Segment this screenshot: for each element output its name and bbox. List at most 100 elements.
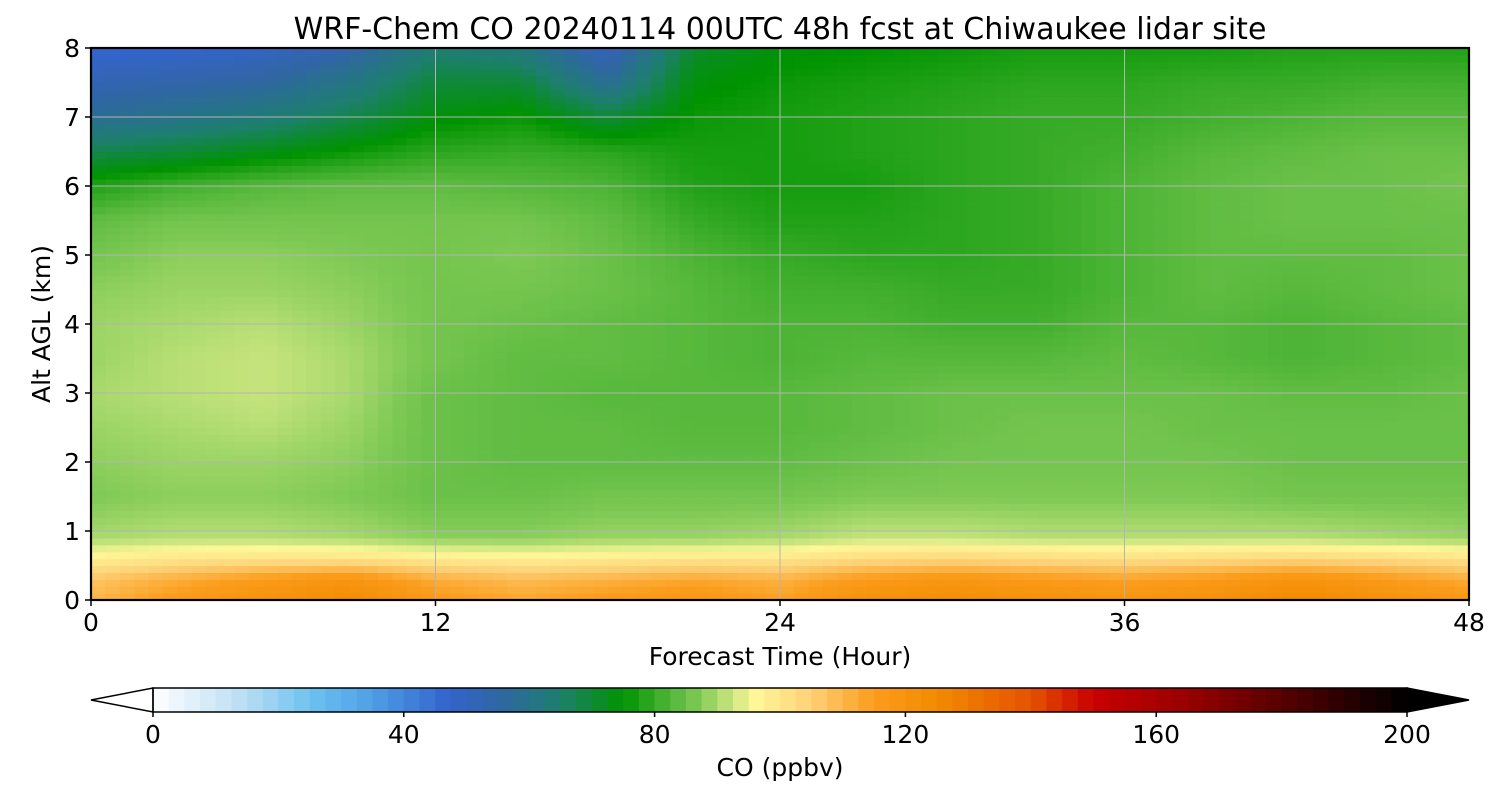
heatmap-cell (191, 413, 207, 422)
heatmap-cell (349, 358, 365, 366)
heatmap-cell (492, 496, 508, 504)
heatmap-cell (392, 558, 408, 567)
heatmap-cell (736, 344, 752, 353)
heatmap-cell (1253, 393, 1269, 401)
heatmap-cell (1382, 579, 1398, 587)
heatmap-cell (205, 586, 221, 594)
heatmap-cell (1167, 289, 1183, 297)
heatmap-cell (1067, 551, 1083, 560)
heatmap-cell (1397, 310, 1413, 318)
heatmap-cell (1425, 441, 1441, 449)
heatmap-cell (1138, 496, 1154, 504)
heatmap-cell (105, 413, 121, 422)
heatmap-cell (1038, 551, 1054, 560)
heatmap-cell (1081, 310, 1097, 318)
heatmap-cell (636, 296, 652, 304)
heatmap-cell (650, 261, 666, 270)
heatmap-cell (765, 372, 781, 380)
heatmap-cell (665, 372, 681, 380)
heatmap-cell (1296, 303, 1312, 311)
heatmap-cell (1095, 489, 1111, 498)
heatmap-cell (1196, 296, 1212, 304)
heatmap-cell (1181, 255, 1197, 263)
heatmap-cell (320, 303, 336, 311)
heatmap-cell (579, 261, 594, 270)
heatmap-cell (1224, 551, 1240, 560)
heatmap-cell (1339, 330, 1355, 339)
heatmap-cell (765, 324, 781, 332)
heatmap-cell (866, 496, 882, 504)
heatmap-cell (478, 303, 494, 311)
heatmap-cell (1124, 565, 1140, 573)
heatmap-cell (521, 579, 537, 587)
heatmap-cell (1339, 317, 1355, 325)
heatmap-cell (665, 482, 681, 491)
heatmap-cell (1138, 241, 1154, 249)
heatmap-cell (722, 248, 738, 256)
heatmap-cell (794, 317, 810, 325)
heatmap-cell (1339, 303, 1355, 311)
heatmap-cell (1397, 268, 1413, 277)
heatmap-cell (148, 399, 164, 408)
heatmap-cell (234, 468, 250, 477)
heatmap-cell (693, 241, 709, 249)
heatmap-cell (1110, 455, 1126, 463)
heatmap-cell (1382, 324, 1398, 332)
heatmap-cell (1009, 531, 1025, 539)
heatmap-cell (665, 365, 681, 373)
heatmap-cell (177, 517, 193, 525)
heatmap-cell (1296, 475, 1312, 484)
heatmap-cell (406, 413, 422, 422)
heatmap-cell (492, 455, 508, 463)
heatmap-cell (119, 482, 135, 491)
heatmap-cell (880, 593, 896, 600)
heatmap-cell (478, 510, 494, 518)
heatmap-cell (521, 337, 537, 346)
heatmap-cell (1354, 572, 1370, 580)
heatmap-cell (1038, 420, 1054, 429)
heatmap-cell (708, 510, 724, 518)
heatmap-cell (966, 303, 982, 311)
heatmap-cell (837, 579, 853, 587)
heatmap-cell (191, 358, 207, 366)
heatmap-cell (593, 448, 609, 456)
heatmap-cell (406, 393, 422, 401)
heatmap-cell (765, 317, 781, 325)
heatmap-cell (579, 503, 594, 511)
heatmap-cell (708, 317, 724, 325)
heatmap-cell (392, 303, 408, 311)
heatmap-cell (349, 303, 365, 311)
heatmap-cell (1210, 468, 1226, 477)
heatmap-cell (1282, 337, 1298, 346)
heatmap-cell (1354, 579, 1370, 587)
heatmap-cell (1067, 565, 1083, 573)
heatmap-cell (1454, 241, 1469, 249)
heatmap-cell (593, 365, 609, 373)
heatmap-cell (91, 310, 106, 318)
heatmap-cell (765, 420, 781, 429)
heatmap-cell (1196, 365, 1212, 373)
heatmap-cell (1124, 434, 1140, 442)
heatmap-cell (593, 586, 609, 594)
heatmap-cell (521, 261, 537, 270)
heatmap-cell (220, 317, 236, 325)
heatmap-cell (349, 351, 365, 360)
heatmap-cell (693, 379, 709, 387)
heatmap-cell (406, 248, 422, 256)
heatmap-cell (1425, 482, 1441, 491)
heatmap-cell (1268, 413, 1283, 422)
heatmap-cell (980, 255, 996, 263)
heatmap-cell (406, 551, 422, 560)
heatmap-cell (349, 324, 365, 332)
heatmap-cell (837, 255, 853, 263)
heatmap-cell (363, 330, 379, 339)
heatmap-cell (263, 482, 279, 491)
heatmap-cell (665, 475, 681, 484)
heatmap-cell (579, 358, 594, 366)
heatmap-cell (162, 420, 178, 429)
heatmap-cell (880, 544, 896, 553)
heatmap-cell (1024, 337, 1039, 346)
heatmap-cell (1282, 565, 1298, 573)
heatmap-cell (119, 324, 135, 332)
heatmap-cell (1138, 524, 1154, 532)
